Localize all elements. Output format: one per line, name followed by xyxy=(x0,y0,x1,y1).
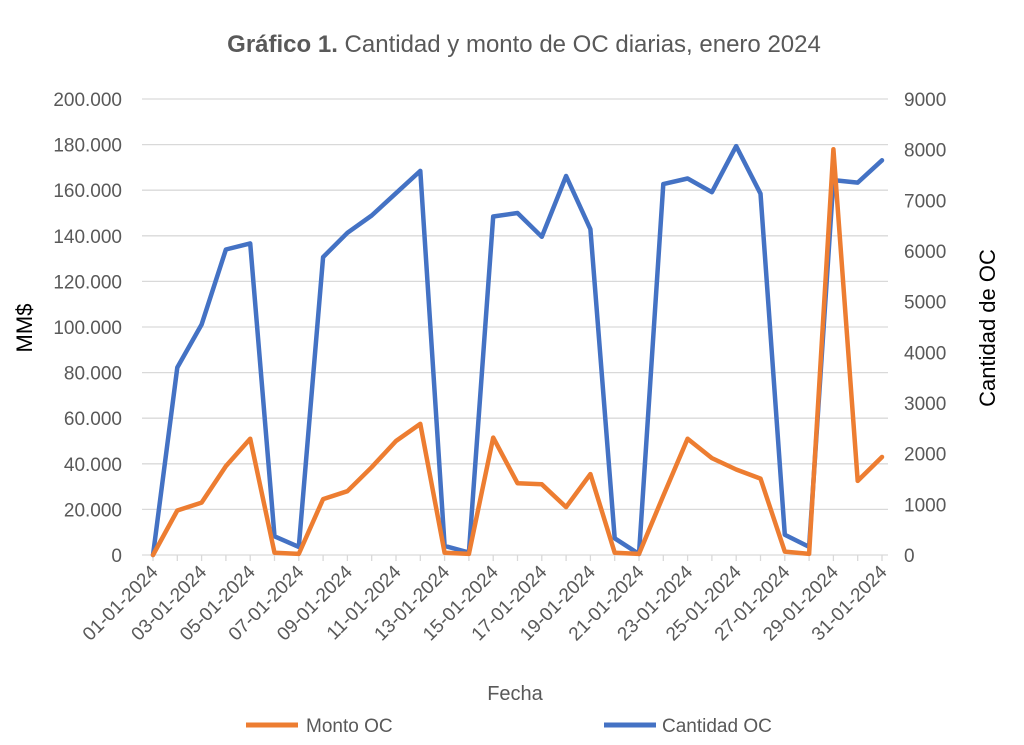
y-right-tick-label: 9000 xyxy=(904,90,946,111)
series-lines xyxy=(150,143,885,558)
y-left-tick-label: 160.000 xyxy=(53,181,122,202)
y-right-tick-label: 7000 xyxy=(904,191,946,212)
y-left-tick-label: 100.000 xyxy=(53,318,122,339)
x-axis-label: Fecha xyxy=(487,683,543,705)
gridlines xyxy=(142,98,888,556)
y-right-tick-label: 6000 xyxy=(904,242,946,263)
y-right-tick-label: 8000 xyxy=(904,141,946,162)
y-axis-left-label: MM$ xyxy=(12,304,37,353)
y-right-tick-label: 2000 xyxy=(904,445,946,466)
y-left-tick-label: 0 xyxy=(111,546,122,567)
y-left-tick-label: 80.000 xyxy=(64,364,122,385)
y-right-tick-label: 1000 xyxy=(904,495,946,516)
series-line-monto-oc xyxy=(150,146,885,558)
y-right-tick-label: 5000 xyxy=(904,293,946,314)
y-left-tick-label: 20.000 xyxy=(64,500,122,521)
y-axis-left-ticks: 0 20.000 40.000 60.000 80.000 100.000 120.000 1… xyxy=(53,90,122,567)
chart-title-prefix: Gráfico 1. xyxy=(227,31,338,58)
x-axis-ticks: 01-01-202403-01-202405-01-202407-01-2024… xyxy=(79,555,892,645)
y-left-tick-label: 40.000 xyxy=(64,455,122,476)
y-left-tick-label: 180.000 xyxy=(53,136,122,157)
y-left-tick-label: 200.000 xyxy=(53,90,122,111)
y-axis-right-label: Cantidad de OC xyxy=(975,249,1000,407)
y-left-tick-label: 140.000 xyxy=(53,227,122,248)
y-right-tick-label: 4000 xyxy=(904,343,946,364)
y-axis-right-ticks: 0 1000 2000 3000 4000 5000 6000 7000 8000 9000 xyxy=(904,90,946,567)
series-line-cantidad-oc xyxy=(150,143,885,558)
y-right-tick-label: 0 xyxy=(904,546,915,567)
y-right-tick-label: 3000 xyxy=(904,394,946,415)
legend: Monto OC Cantidad OC xyxy=(246,716,772,737)
legend-label-cantidad: Cantidad OC xyxy=(662,716,772,737)
legend-label-monto: Monto OC xyxy=(306,716,393,737)
y-left-tick-label: 60.000 xyxy=(64,409,122,430)
chart-title-text: Cantidad y monto de OC diarias, enero 20… xyxy=(338,31,821,58)
y-left-tick-label: 120.000 xyxy=(53,272,122,293)
chart-title: Gráfico 1. Cantidad y monto de OC diaria… xyxy=(227,31,821,58)
